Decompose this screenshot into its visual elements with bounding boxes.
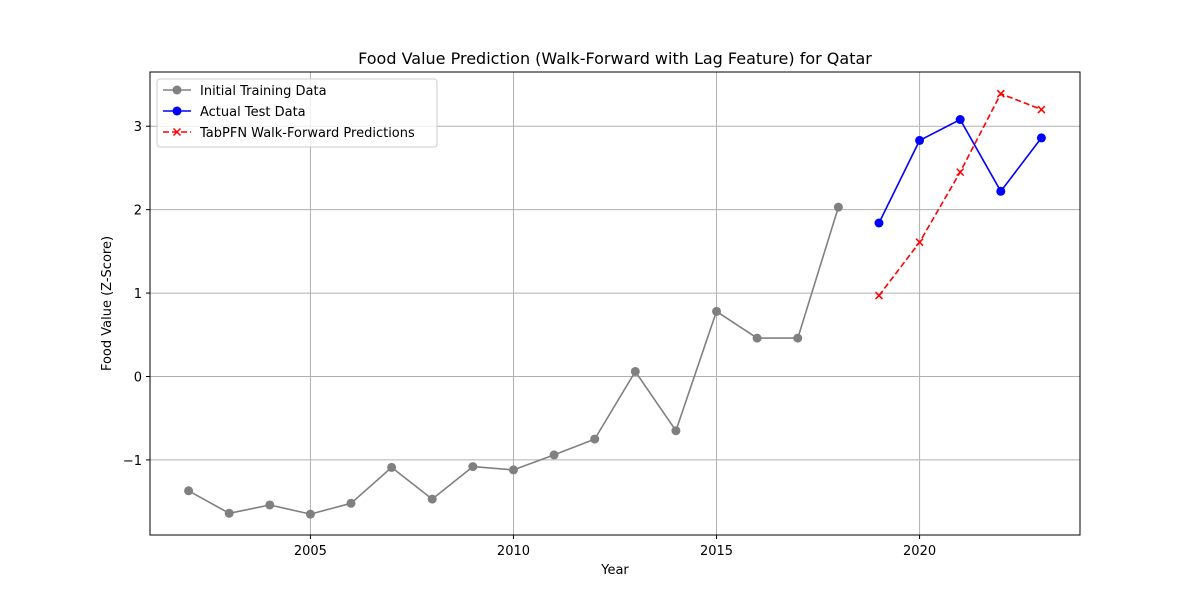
data-point-marker	[996, 186, 1006, 196]
data-point-marker	[468, 462, 478, 472]
data-point-marker	[793, 333, 803, 343]
y-tick-label: 3	[134, 120, 142, 135]
data-point-marker	[956, 168, 965, 177]
series-layer	[184, 89, 1046, 519]
data-point-marker	[184, 486, 194, 496]
data-point-marker	[508, 465, 518, 475]
x-axis-label: Year	[600, 563, 629, 578]
x-tick-label: 2010	[497, 544, 530, 559]
data-point-marker	[915, 135, 925, 145]
legend-marker-actual	[172, 106, 182, 116]
data-point-marker	[427, 494, 437, 504]
plot-area-frame	[149, 71, 1081, 536]
data-point-marker	[752, 333, 762, 343]
y-tick-label: 1	[134, 287, 142, 302]
legend-marker-training	[172, 85, 182, 95]
data-point-marker	[833, 202, 843, 212]
axis-ticks: 2005 2010 2015 2020 −1 0 1 2 3	[123, 120, 936, 559]
data-point-marker	[874, 291, 884, 300]
legend-marker-predictions	[172, 127, 182, 137]
data-point-marker	[387, 462, 397, 472]
y-tick-label: 0	[134, 370, 142, 385]
legend-label-training: Initial Training Data	[200, 84, 327, 99]
data-point-marker	[1037, 105, 1046, 114]
data-point-marker	[712, 306, 722, 316]
data-point-marker	[996, 89, 1005, 98]
x-tick-label: 2015	[700, 544, 733, 559]
data-point-marker	[265, 500, 275, 510]
legend-label-predictions: TabPFN Walk-Forward Predictions	[199, 126, 415, 141]
data-point-marker	[224, 508, 234, 518]
chart-title: Food Value Prediction (Walk-Forward with…	[358, 49, 872, 68]
legend: Initial Training Data Actual Test Data T…	[156, 78, 438, 148]
x-tick-label: 2020	[903, 544, 936, 559]
data-point-marker	[874, 218, 884, 228]
data-point-marker	[915, 238, 924, 247]
y-axis-label: Food Value (Z-Score)	[100, 236, 115, 371]
data-point-marker	[1036, 133, 1046, 143]
data-point-marker	[346, 498, 356, 508]
legend-label-actual: Actual Test Data	[200, 105, 306, 120]
data-point-marker	[955, 115, 965, 125]
x-tick-label: 2005	[294, 544, 327, 559]
data-point-marker	[590, 434, 600, 444]
legend-box	[156, 78, 438, 148]
data-point-marker	[549, 450, 559, 460]
data-point-marker	[630, 366, 640, 376]
y-tick-label: 2	[134, 204, 142, 219]
data-point-marker	[671, 426, 681, 436]
data-point-marker	[305, 509, 315, 519]
y-tick-label: −1	[123, 454, 142, 469]
